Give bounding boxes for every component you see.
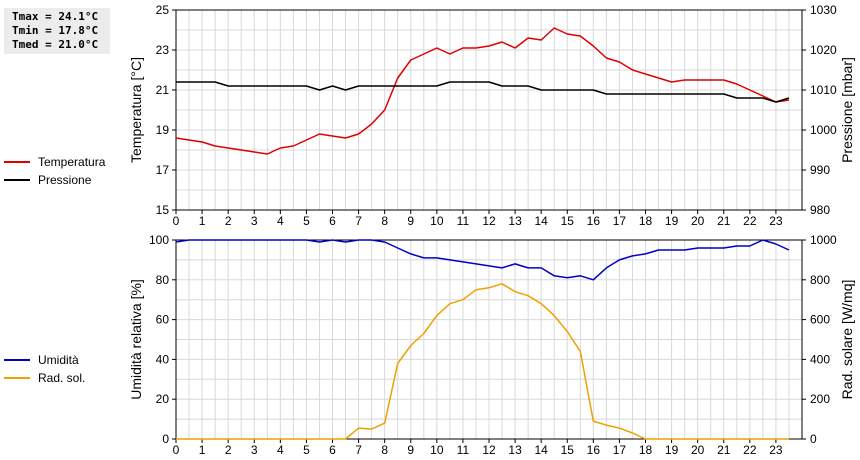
series-line-top-0 [175,27,790,155]
y-axis-label-left-top: Temperatura [°C] [128,57,144,163]
x-tick-label-top: 4 [277,214,284,228]
x-tick-label-bottom: 12 [482,443,496,457]
y-tick-label-right-bottom: 1000 [810,233,837,247]
x-tick-label-top: 2 [225,214,232,228]
y-tick-label-right-bottom: 0 [810,432,817,446]
x-tick-label-top: 9 [407,214,414,228]
x-tick-label-top: 19 [665,214,679,228]
y-axis-label-right-bottom: Rad. solare [W/mq] [839,280,855,400]
x-tick-label-bottom: 3 [251,443,258,457]
y-tick-label-left-top: 15 [156,203,170,217]
x-tick-label-bottom: 6 [329,443,336,457]
x-tick-label-bottom: 2 [225,443,232,457]
y-tick-label-right-top: 1030 [810,3,837,17]
legend-item-humidity: Umidità [4,351,85,369]
y-tick-label-right-top: 1000 [810,123,837,137]
stats-tmed: Tmed = 21.0°C [12,38,99,51]
x-tick-label-bottom: 23 [769,443,783,457]
legend-label-radiation: Rad. sol. [38,371,86,385]
x-tick-label-bottom: 14 [534,443,548,457]
y-tick-label-left-bottom: 0 [162,432,169,446]
stats-tmin: Tmin = 17.8°C [12,24,99,37]
x-tick-label-top: 18 [639,214,653,228]
series-line-top-1 [176,81,790,103]
y-tick-label-left-bottom: 20 [156,392,170,406]
y-axis-label-left-bottom: Umidità relativa [%] [128,279,144,400]
series-line-bottom-1 [176,283,789,440]
x-tick-label-top: 3 [251,214,258,228]
x-tick-label-bottom: 17 [613,443,627,457]
y-tick-label-left-top: 21 [156,83,170,97]
x-tick-label-bottom: 13 [508,443,522,457]
legend-swatch-humidity [4,359,30,361]
x-tick-label-top: 7 [355,214,362,228]
legend-item-pressure: Pressione [4,171,105,189]
y-tick-label-right-top: 980 [810,203,830,217]
y-tick-label-left-bottom: 100 [149,233,169,247]
y-tick-label-right-bottom: 200 [810,392,830,406]
y-tick-label-right-top: 990 [810,163,830,177]
stats-box: Tmax = 24.1°C Tmin = 17.8°C Tmed = 21.0°… [4,8,110,54]
legend-label-temperature: Temperatura [38,155,106,169]
x-tick-label-top: 13 [508,214,522,228]
y-tick-label-right-top: 1010 [810,83,837,97]
x-tick-label-top: 23 [769,214,783,228]
y-tick-label-left-bottom: 80 [156,273,170,287]
y-tick-label-left-top: 23 [156,43,170,57]
legend-item-radiation: Rad. sol. [4,369,85,387]
y-tick-label-right-bottom: 600 [810,313,830,327]
y-tick-label-left-top: 17 [156,163,170,177]
legend-swatch-temperature [4,161,30,163]
legend-item-temperature: Temperatura [4,153,105,171]
x-tick-label-bottom: 20 [691,443,705,457]
x-tick-label-bottom: 1 [199,443,206,457]
legend-label-humidity: Umidità [38,353,79,367]
x-tick-label-bottom: 7 [355,443,362,457]
x-tick-label-top: 22 [743,214,757,228]
x-tick-label-bottom: 4 [277,443,284,457]
y-tick-label-right-bottom: 400 [810,352,830,366]
legend-label-pressure: Pressione [38,173,92,187]
x-tick-label-top: 5 [303,214,310,228]
x-tick-label-bottom: 22 [743,443,757,457]
y-tick-label-left-bottom: 60 [156,313,170,327]
x-tick-label-bottom: 21 [717,443,731,457]
legend-swatch-pressure [4,179,30,181]
x-tick-label-top: 16 [587,214,601,228]
stats-tmax: Tmax = 24.1°C [12,10,99,23]
y-tick-label-left-bottom: 40 [156,352,170,366]
x-tick-label-bottom: 16 [587,443,601,457]
x-tick-label-bottom: 8 [381,443,388,457]
x-tick-label-bottom: 15 [561,443,575,457]
legend-bottom: Umidità Rad. sol. [4,351,85,387]
y-tick-label-left-top: 19 [156,123,170,137]
legend-top: Temperatura Pressione [4,153,105,189]
x-tick-label-bottom: 5 [303,443,310,457]
x-tick-label-bottom: 11 [457,443,470,457]
x-tick-label-top: 6 [329,214,336,228]
x-tick-label-top: 20 [691,214,705,228]
legend-swatch-radiation [4,377,30,379]
x-tick-label-bottom: 19 [665,443,679,457]
x-tick-label-top: 15 [561,214,575,228]
x-tick-label-top: 11 [457,214,470,228]
x-tick-label-bottom: 18 [639,443,653,457]
x-tick-label-top: 0 [173,214,180,228]
x-tick-label-top: 1 [199,214,206,228]
x-tick-label-top: 12 [482,214,496,228]
series-line-bottom-0 [175,239,790,281]
x-tick-label-top: 8 [381,214,388,228]
x-tick-label-bottom: 10 [430,443,444,457]
x-tick-label-top: 21 [717,214,731,228]
x-tick-label-top: 14 [534,214,548,228]
y-tick-label-right-bottom: 800 [810,273,830,287]
x-tick-label-bottom: 9 [407,443,414,457]
y-tick-label-left-top: 25 [156,3,170,17]
y-axis-label-right-top: Pressione [mbar] [839,57,855,163]
x-tick-label-top: 10 [430,214,444,228]
x-tick-label-top: 17 [613,214,627,228]
x-tick-label-bottom: 0 [173,443,180,457]
y-tick-label-right-top: 1020 [810,43,837,57]
